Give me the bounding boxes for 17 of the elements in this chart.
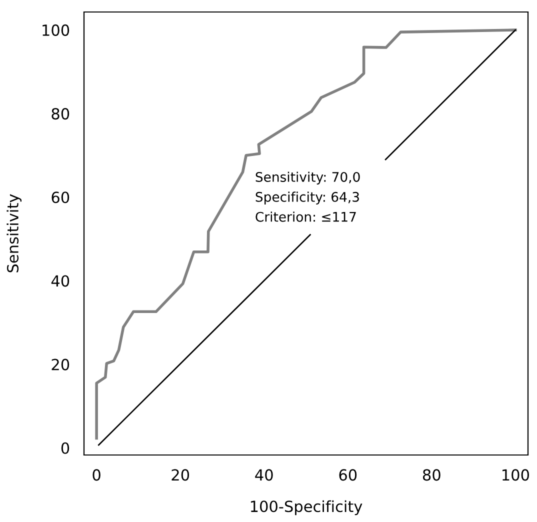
- x-tick-label: 80: [422, 469, 440, 481]
- x-axis-title: 100-Specificity: [250, 500, 362, 516]
- y-tick-label: 100: [42, 24, 70, 36]
- annotation: Specificity: 64,3: [256, 192, 359, 204]
- x-tick-label: 20: [172, 469, 190, 481]
- x-tick-label: 0: [92, 469, 100, 481]
- y-tick-label: 40: [51, 275, 70, 287]
- annotation: Criterion: ≤117: [256, 212, 356, 222]
- y-tick-label: 20: [52, 358, 70, 370]
- y-tick-label: 0: [61, 442, 70, 454]
- x-tick-label: 40: [255, 469, 273, 481]
- annotation: Sensitivity: 70,0: [256, 172, 360, 185]
- y-axis-title: Sensitivity: [6, 194, 22, 272]
- y-tick-label: 80: [52, 108, 70, 120]
- x-tick-label: 60: [339, 469, 357, 481]
- x-tick-label: 100: [502, 469, 529, 481]
- y-tick-label: 60: [52, 192, 70, 204]
